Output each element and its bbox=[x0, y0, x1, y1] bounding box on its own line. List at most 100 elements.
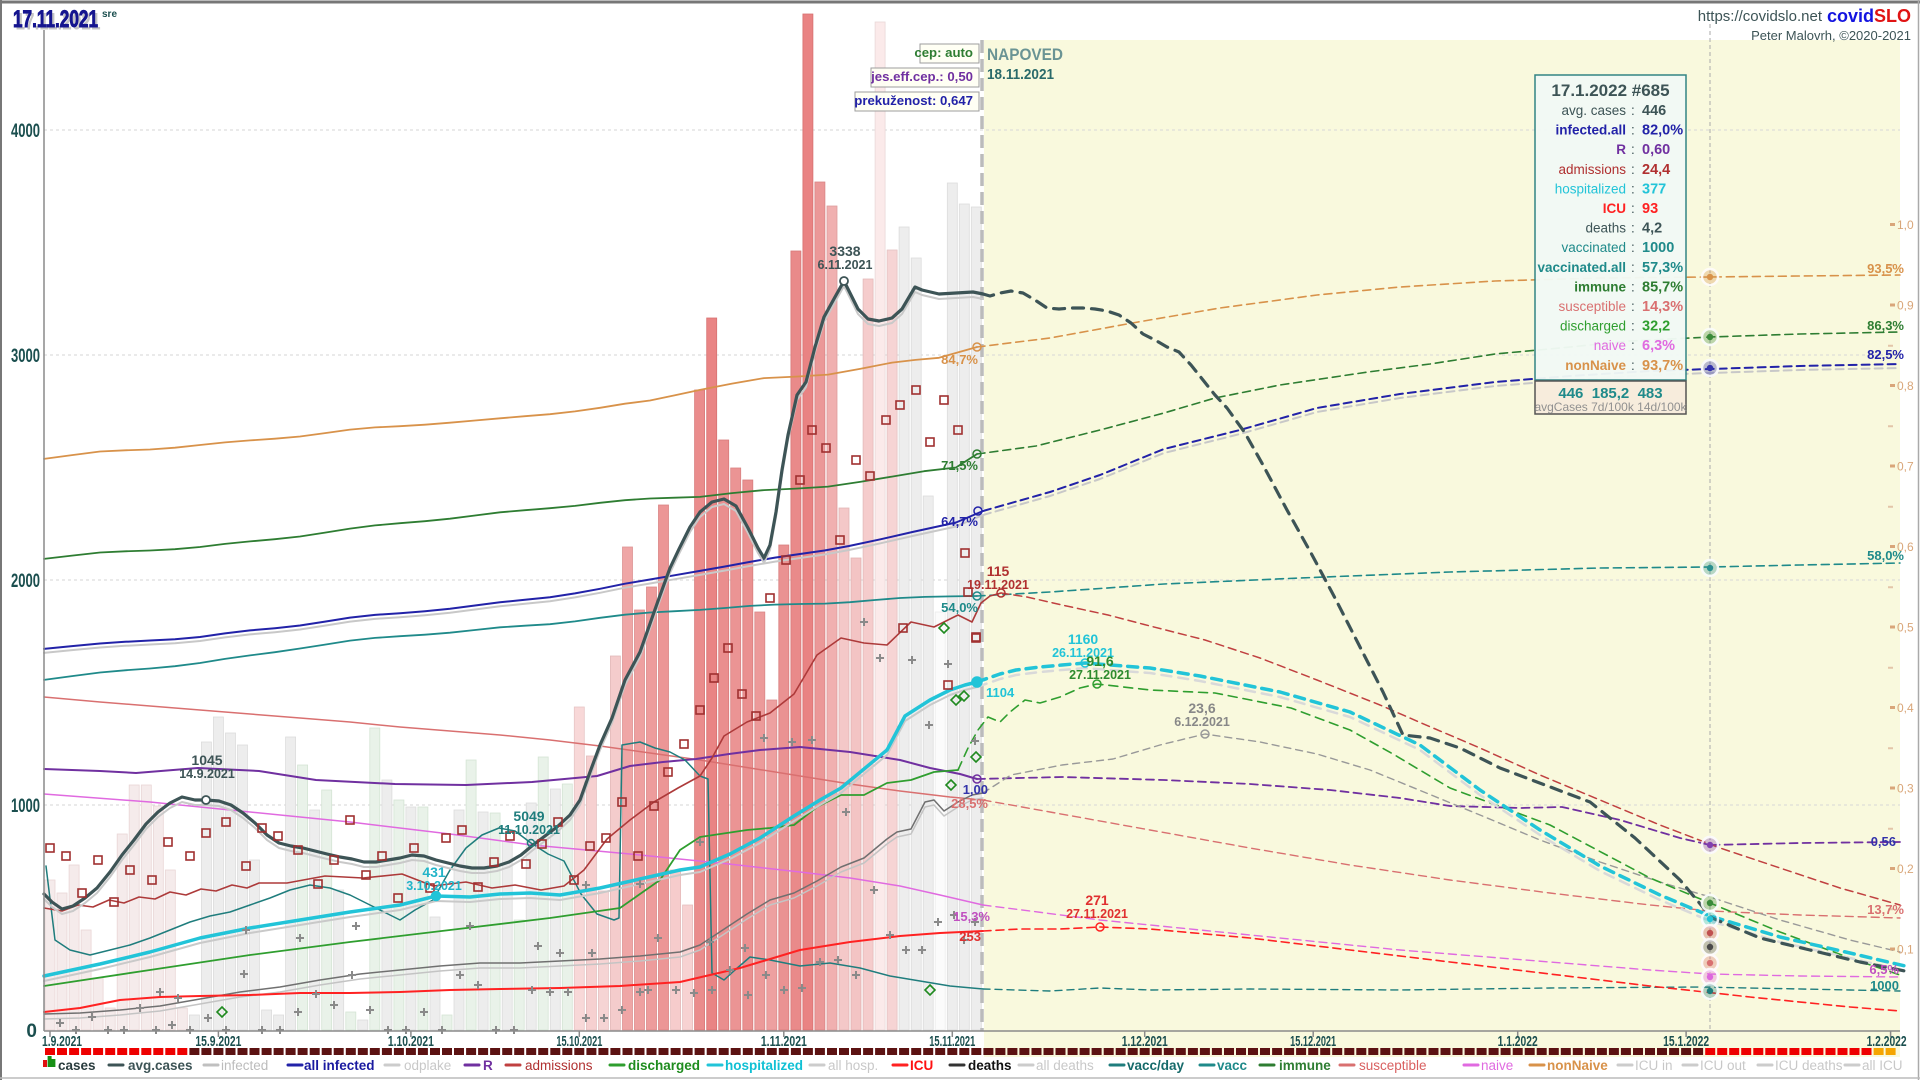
svg-text:93,7%: 93,7% bbox=[1642, 358, 1683, 374]
svg-text:1000: 1000 bbox=[1642, 240, 1674, 256]
svg-text:admissions: admissions bbox=[1558, 162, 1626, 177]
svg-text:5049: 5049 bbox=[513, 808, 544, 824]
svg-text:naive: naive bbox=[1481, 1058, 1513, 1073]
svg-text:ICU in: ICU in bbox=[1635, 1058, 1673, 1073]
svg-text:1160: 1160 bbox=[1068, 631, 1099, 647]
svg-text::: : bbox=[1631, 221, 1635, 236]
svg-text:Peter Malovrh, ©2020-2021: Peter Malovrh, ©2020-2021 bbox=[1751, 28, 1911, 43]
svg-text:85,7%: 85,7% bbox=[1642, 279, 1683, 295]
svg-text:82,5%: 82,5% bbox=[1867, 347, 1904, 362]
svg-text:18.11.2021: 18.11.2021 bbox=[987, 66, 1054, 83]
svg-text:64,7%: 64,7% bbox=[941, 514, 978, 529]
svg-text:all ICU: all ICU bbox=[1862, 1058, 1903, 1073]
svg-text::: : bbox=[1631, 103, 1635, 118]
svg-text:susceptible: susceptible bbox=[1558, 299, 1626, 314]
svg-text:1000: 1000 bbox=[1870, 978, 1899, 993]
svg-text:0,56: 0,56 bbox=[1871, 834, 1896, 849]
svg-text:infected.all: infected.all bbox=[1555, 123, 1626, 138]
svg-text:NAPOVED: NAPOVED bbox=[987, 45, 1063, 64]
svg-text:2000: 2000 bbox=[11, 571, 40, 592]
svg-text:sre: sre bbox=[102, 9, 117, 20]
svg-text:84,7%: 84,7% bbox=[941, 352, 978, 367]
svg-text:hospitalized: hospitalized bbox=[1555, 181, 1626, 196]
svg-text:93: 93 bbox=[1642, 201, 1658, 217]
svg-text:6.11.2021: 6.11.2021 bbox=[818, 258, 873, 272]
svg-text:infected: infected bbox=[221, 1058, 268, 1073]
svg-text:R: R bbox=[483, 1058, 493, 1073]
svg-text:4000: 4000 bbox=[11, 121, 40, 142]
svg-text:58,0%: 58,0% bbox=[1867, 548, 1904, 563]
svg-text:15,3%: 15,3% bbox=[953, 909, 990, 924]
svg-text:1.10.2021: 1.10.2021 bbox=[388, 1033, 434, 1050]
svg-text:271: 271 bbox=[1085, 892, 1109, 908]
svg-text:susceptible: susceptible bbox=[1359, 1058, 1427, 1073]
svg-text:27.11.2021: 27.11.2021 bbox=[1066, 907, 1128, 921]
svg-text:0,5: 0,5 bbox=[1897, 621, 1914, 635]
svg-text:14,3%: 14,3% bbox=[1642, 299, 1683, 315]
svg-text:11.10.2021: 11.10.2021 bbox=[498, 823, 560, 837]
svg-text:nonNaive: nonNaive bbox=[1565, 358, 1626, 373]
svg-text:immune: immune bbox=[1279, 1058, 1331, 1073]
svg-text:https://covidslo.net: https://covidslo.net bbox=[1698, 8, 1823, 25]
svg-text:1.12.2021: 1.12.2021 bbox=[1122, 1033, 1168, 1050]
svg-text:0,4: 0,4 bbox=[1897, 701, 1914, 715]
svg-text:377: 377 bbox=[1642, 181, 1666, 197]
svg-text::: : bbox=[1631, 162, 1635, 177]
svg-text:6,3%: 6,3% bbox=[1642, 338, 1675, 354]
svg-text:prekuženost: 0,647: prekuženost: 0,647 bbox=[854, 93, 973, 108]
svg-text:4,2: 4,2 bbox=[1642, 221, 1662, 237]
svg-text:0,7: 0,7 bbox=[1897, 460, 1914, 474]
svg-text:R: R bbox=[1616, 142, 1626, 157]
svg-text:0,2: 0,2 bbox=[1897, 862, 1914, 876]
svg-text:82,0%: 82,0% bbox=[1642, 123, 1683, 139]
svg-text::: : bbox=[1631, 201, 1635, 216]
svg-text:0,9: 0,9 bbox=[1897, 299, 1914, 313]
svg-text:54,0%: 54,0% bbox=[941, 600, 978, 615]
svg-text:17.11.2021: 17.11.2021 bbox=[16, 9, 101, 36]
svg-text:discharged: discharged bbox=[1560, 319, 1626, 334]
svg-text:nonNaive: nonNaive bbox=[1547, 1058, 1608, 1073]
svg-text:446: 446 bbox=[1642, 103, 1666, 119]
svg-text:1.1.2022: 1.1.2022 bbox=[1498, 1033, 1538, 1050]
svg-text::: : bbox=[1631, 142, 1635, 157]
svg-text:0,1: 0,1 bbox=[1897, 943, 1914, 957]
svg-text:1000: 1000 bbox=[11, 796, 40, 817]
svg-text:91,6: 91,6 bbox=[1086, 653, 1113, 669]
svg-text:cep: auto: cep: auto bbox=[914, 45, 973, 60]
svg-text:115: 115 bbox=[987, 563, 1010, 579]
svg-text:1,0: 1,0 bbox=[1897, 218, 1914, 232]
svg-text:1104: 1104 bbox=[986, 685, 1015, 700]
svg-text:1.9.2021: 1.9.2021 bbox=[42, 1033, 82, 1050]
svg-text:0,3: 0,3 bbox=[1897, 782, 1914, 796]
svg-text:admissions: admissions bbox=[525, 1058, 593, 1073]
svg-text:15.1.2022: 15.1.2022 bbox=[1663, 1033, 1709, 1050]
svg-text:13,7%: 13,7% bbox=[1867, 902, 1904, 917]
svg-text:cases: cases bbox=[58, 1058, 96, 1073]
svg-text:1.2.2022: 1.2.2022 bbox=[1867, 1033, 1907, 1050]
svg-text:253: 253 bbox=[959, 929, 981, 944]
svg-text:27.11.2021: 27.11.2021 bbox=[1069, 668, 1131, 682]
svg-text:26.11.2021: 26.11.2021 bbox=[1052, 646, 1114, 660]
svg-text:93,5%: 93,5% bbox=[1867, 261, 1904, 276]
svg-text:vacc/day: vacc/day bbox=[1127, 1058, 1185, 1073]
svg-text:naive: naive bbox=[1594, 338, 1626, 353]
svg-text:discharged: discharged bbox=[628, 1058, 700, 1073]
svg-text:0: 0 bbox=[26, 1021, 37, 1042]
svg-text:86,3%: 86,3% bbox=[1867, 318, 1904, 333]
svg-text::: : bbox=[1631, 240, 1635, 255]
svg-text:23,6: 23,6 bbox=[1188, 700, 1215, 716]
svg-text:covidSLO: covidSLO bbox=[1827, 6, 1911, 26]
svg-text:32,2: 32,2 bbox=[1642, 319, 1670, 335]
svg-text:6.12.2021: 6.12.2021 bbox=[1174, 715, 1230, 729]
svg-text:0,8: 0,8 bbox=[1897, 379, 1914, 393]
svg-text:deaths: deaths bbox=[968, 1058, 1012, 1073]
svg-text:hospitalized: hospitalized bbox=[725, 1058, 803, 1073]
svg-text:3338: 3338 bbox=[829, 243, 860, 259]
svg-text:0,60: 0,60 bbox=[1642, 142, 1670, 158]
svg-text:24,4: 24,4 bbox=[1642, 162, 1670, 178]
svg-text:17.11.2021: 17.11.2021 bbox=[13, 6, 98, 33]
svg-text::: : bbox=[1631, 181, 1635, 196]
svg-text:ICU: ICU bbox=[910, 1058, 933, 1073]
svg-text:71,5%: 71,5% bbox=[941, 458, 978, 473]
svg-text:15.9.2021: 15.9.2021 bbox=[195, 1033, 241, 1050]
